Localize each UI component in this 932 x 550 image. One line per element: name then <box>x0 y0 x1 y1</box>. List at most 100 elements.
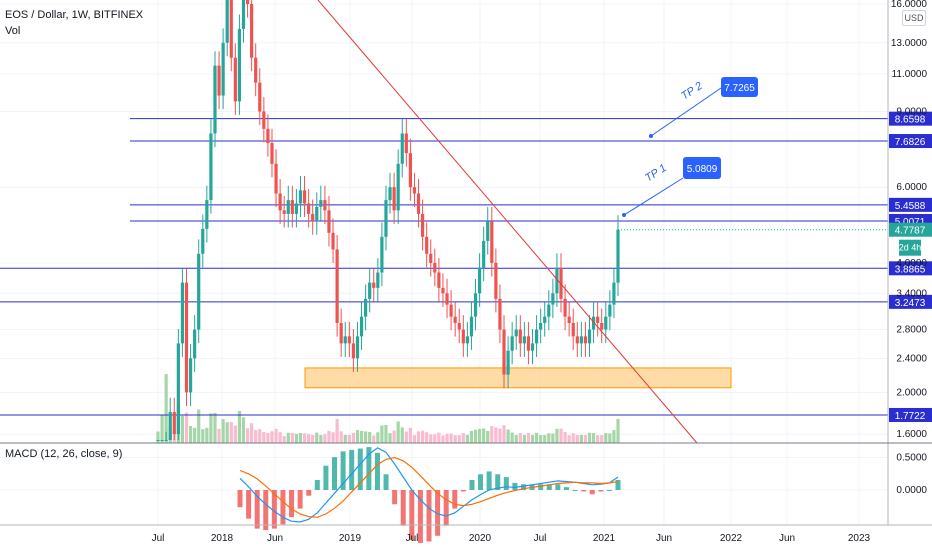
candle-body <box>543 316 547 323</box>
candle-body <box>372 282 376 288</box>
macd-histogram-bar <box>246 490 252 519</box>
candle-body <box>213 65 217 134</box>
macd-histogram-bar <box>392 490 398 505</box>
macd-histogram-bar <box>366 447 372 490</box>
x-tick-label: Jul <box>406 533 419 544</box>
candle-body <box>433 262 437 273</box>
candle-body <box>205 200 209 229</box>
candle-body <box>579 336 583 344</box>
candle-body <box>486 221 490 241</box>
volume-bar <box>368 432 372 443</box>
candle-body <box>319 200 323 207</box>
volume-bar <box>498 428 502 443</box>
level-tag <box>889 407 932 422</box>
target-line <box>650 87 722 137</box>
candle-body <box>514 329 518 337</box>
macd-histogram-bar <box>254 490 260 529</box>
macd-histogram-bar <box>563 487 569 490</box>
target-value-text: 7.7265 <box>724 83 755 94</box>
currency-button[interactable]: USD <box>902 10 926 26</box>
macd-histogram-bar <box>452 490 458 509</box>
candle-body <box>294 203 299 214</box>
candle-body <box>604 316 608 330</box>
level-tag <box>889 261 932 276</box>
volume-bar <box>355 430 360 443</box>
volume-bar <box>612 430 616 443</box>
volume-bar <box>286 432 290 443</box>
y-tick-label: 13.0000 <box>891 38 928 49</box>
candle-body <box>526 336 531 351</box>
volume-bar <box>526 432 531 443</box>
candle-body <box>510 336 514 351</box>
macd-tick-label: 0.0000 <box>896 485 927 496</box>
candle-body <box>180 282 185 344</box>
volume-bar <box>311 434 315 443</box>
volume-bar <box>372 435 376 443</box>
volume-bar <box>392 430 396 443</box>
volume-bar <box>298 433 303 443</box>
volume-bar <box>254 430 258 443</box>
volume-bar <box>461 433 465 443</box>
countdown-text: 2d 4h <box>899 243 922 253</box>
volume-bar <box>539 435 543 443</box>
candle-body <box>534 329 539 344</box>
volume-bar <box>388 433 392 443</box>
x-tick-label: 2022 <box>720 533 743 544</box>
volume-bar <box>327 430 331 443</box>
macd-histogram-bar <box>426 490 432 542</box>
volume-bar <box>359 430 364 443</box>
volume-bar <box>233 425 237 443</box>
candle-body <box>522 336 526 344</box>
target-label: TP 2 <box>679 80 705 102</box>
volume-bar <box>616 418 620 443</box>
y-tick-label: 3.4000 <box>896 288 927 299</box>
candle-body <box>176 343 180 435</box>
candle-body <box>245 0 250 4</box>
candle-body <box>596 316 600 323</box>
macd-line <box>239 447 619 523</box>
candle-body <box>457 322 461 330</box>
volume-bar <box>184 412 189 443</box>
volume-bar <box>282 435 286 443</box>
volume-bar <box>290 433 294 443</box>
volume-bar <box>205 427 209 443</box>
volume-bar <box>437 432 441 443</box>
volume-bar <box>364 431 368 443</box>
candle-body <box>201 228 205 254</box>
level-tag-text: 3.2473 <box>895 298 926 309</box>
macd-histogram-bar <box>606 490 612 491</box>
volume-bar <box>477 428 482 443</box>
volume-bar <box>587 432 592 443</box>
volume-bar <box>445 433 449 443</box>
candle-body <box>449 304 453 317</box>
candle-body <box>571 322 575 337</box>
x-tick-label: 2020 <box>469 533 492 544</box>
candle-body <box>258 82 262 112</box>
candle-body <box>551 293 555 305</box>
macd-histogram-bar <box>349 449 355 490</box>
volume-bar <box>245 428 250 443</box>
candle-body <box>172 412 176 435</box>
volume-bar <box>583 434 588 443</box>
candle-body <box>494 262 498 299</box>
volume-bar <box>579 434 583 443</box>
y-tick-label: 2.0000 <box>896 387 927 398</box>
candle-body <box>233 57 237 102</box>
volume-bar <box>335 419 339 443</box>
macd-histogram-bar <box>263 490 269 531</box>
volume-bar <box>567 435 571 443</box>
volume-bar <box>180 415 185 443</box>
candle-body <box>274 163 278 194</box>
volume-bar <box>400 427 404 443</box>
candle-body <box>209 133 213 201</box>
level-tag <box>889 197 932 212</box>
volume-bar <box>433 434 437 443</box>
candle-body <box>441 287 445 294</box>
volume-bar <box>425 432 429 443</box>
volume-bar <box>323 434 327 443</box>
candle-body <box>225 0 229 43</box>
volume-bar <box>347 434 351 443</box>
volume-bar <box>547 433 551 443</box>
candle-body <box>421 213 425 237</box>
